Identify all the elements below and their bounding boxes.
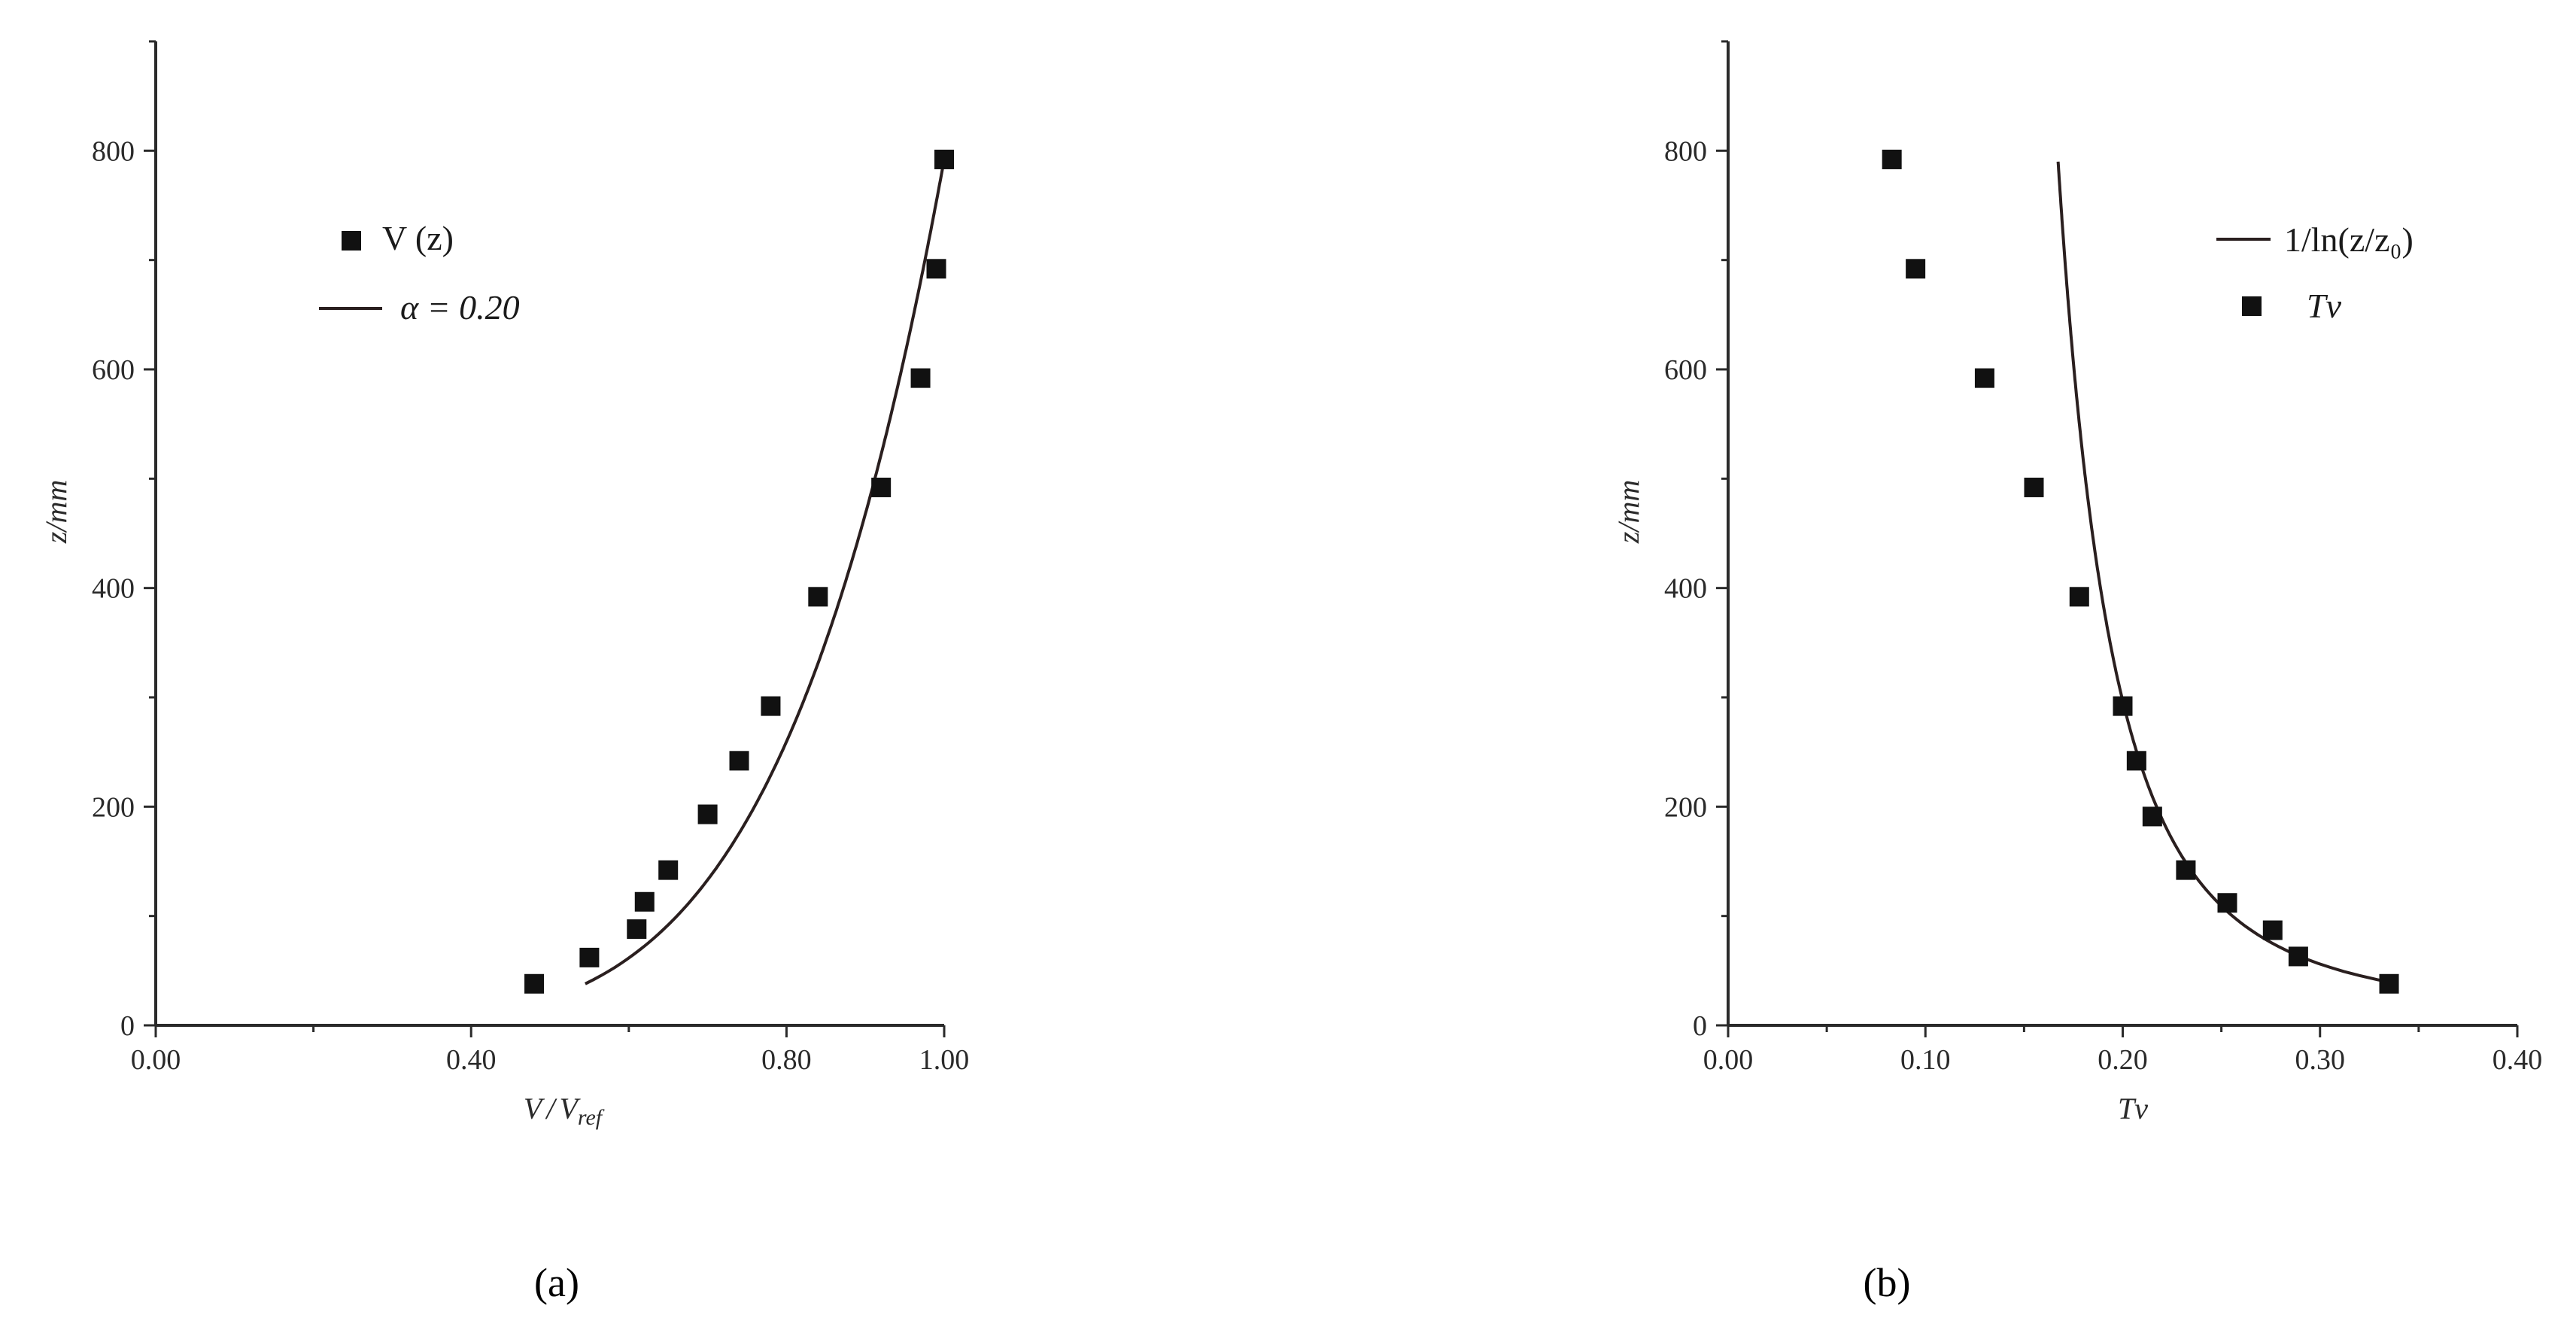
y-tick-label: 400 — [1664, 573, 1707, 605]
curve-line — [584, 159, 946, 985]
data-marker — [2126, 751, 2146, 771]
x-tick-label: 0.20 — [2098, 1044, 2148, 1076]
markers-vz — [524, 149, 954, 994]
data-marker — [658, 860, 679, 880]
y-tick-label: 800 — [1664, 135, 1707, 167]
legend-a: V (z) α = 0.20 — [319, 219, 520, 326]
x-tick-label: 0.00 — [1703, 1044, 1754, 1076]
fit-curve-inverse-log — [2056, 161, 2399, 985]
curve-line — [2056, 161, 2399, 985]
panel-label-b: (b) — [1864, 1260, 1911, 1305]
x-tick-label: 0.30 — [2295, 1044, 2346, 1076]
data-marker — [2379, 973, 2399, 994]
x-tick-label: 0.10 — [1900, 1044, 1951, 1076]
data-marker — [934, 149, 954, 169]
legend-label-inverse-log: 1/ln(z/z₀) — [2284, 220, 2413, 259]
chart-panel-b: 0.00 0.10 0.20 0.30 0.40 0 200 400 600 800 1/ln(z… — [1612, 40, 2543, 1305]
legend-marker-vz — [342, 231, 361, 251]
data-marker — [634, 891, 655, 912]
y-tick-label: 400 — [92, 573, 135, 605]
x-tick-label: 0.80 — [761, 1044, 812, 1076]
data-marker — [871, 477, 892, 497]
data-marker — [524, 973, 545, 994]
data-marker — [2262, 920, 2283, 940]
data-marker — [2288, 946, 2308, 967]
data-marker — [2069, 587, 2089, 607]
fit-curve-alpha — [584, 159, 946, 985]
data-marker — [2024, 477, 2044, 497]
legend-marker-tv — [2242, 296, 2262, 316]
data-marker — [2217, 893, 2237, 913]
legend-label-alpha: α = 0.20 — [400, 288, 520, 326]
legend-b: 1/ln(z/z₀) Tv — [2216, 220, 2413, 325]
y-tick-label: 600 — [1664, 354, 1707, 386]
axes-a: 0.00 0.40 0.80 1.00 0 200 400 600 800 — [92, 40, 970, 1076]
data-marker — [2142, 806, 2162, 827]
data-marker — [729, 751, 749, 771]
data-marker — [627, 919, 647, 940]
data-marker — [2113, 696, 2133, 716]
data-marker — [1906, 259, 1926, 279]
xlabel-b: Tv — [2118, 1092, 2148, 1125]
y-tick-label: 200 — [92, 791, 135, 823]
data-marker — [2176, 860, 2196, 880]
y-tick-label: 0 — [120, 1010, 135, 1042]
ylabel-b: z/mm — [1612, 480, 1645, 544]
data-marker — [808, 587, 828, 607]
y-tick-label: 800 — [92, 135, 135, 167]
markers-tv — [1882, 149, 2399, 994]
axes-b: 0.00 0.10 0.20 0.30 0.40 0 200 400 600 800 — [1664, 40, 2543, 1076]
xlabel-a-sep: / — [545, 1092, 557, 1125]
data-marker — [1974, 368, 1994, 388]
legend-label-tv: Tv — [2307, 287, 2342, 325]
x-tick-label: 0.40 — [2492, 1044, 2543, 1076]
x-tick-label: 0.00 — [131, 1044, 181, 1076]
data-marker — [579, 947, 600, 967]
data-marker — [926, 259, 946, 279]
ylabel-a: z/mm — [39, 480, 73, 544]
data-marker — [761, 696, 781, 716]
y-tick-label: 200 — [1664, 791, 1707, 823]
x-tick-label: 1.00 — [919, 1044, 970, 1076]
data-marker — [697, 804, 718, 824]
panel-label-a: (a) — [534, 1260, 579, 1305]
xlabel-a: V / Vref — [524, 1092, 605, 1130]
xlabel-a-num: V — [524, 1092, 545, 1125]
y-tick-label: 0 — [1693, 1010, 1707, 1042]
xlabel-a-sub: ref — [578, 1105, 605, 1130]
legend-label-vz: V (z) — [382, 219, 454, 257]
y-tick-label: 600 — [92, 354, 135, 386]
data-marker — [910, 368, 931, 388]
data-marker — [1882, 149, 1902, 169]
chart-panel-a: 0.00 0.40 0.80 1.00 0 200 400 600 800 V (z) α = … — [39, 40, 970, 1305]
x-tick-label: 0.40 — [446, 1044, 497, 1076]
xlabel-a-den: V — [559, 1092, 581, 1125]
